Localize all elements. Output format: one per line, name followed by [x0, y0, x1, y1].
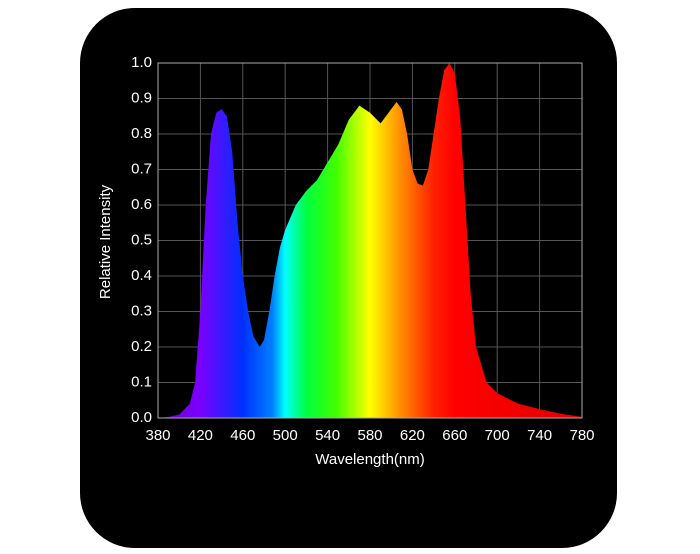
x-tick-label: 500	[273, 427, 298, 444]
y-tick-label: 0.5	[131, 231, 152, 248]
x-tick-label: 420	[188, 427, 213, 444]
x-tick-label: 620	[400, 427, 425, 444]
x-tick-label: 660	[442, 427, 467, 444]
x-tick-label: 380	[145, 427, 170, 444]
x-tick-label: 540	[315, 427, 340, 444]
x-axis-label: Wavelength(nm)	[315, 451, 424, 468]
plot-border	[157, 62, 583, 419]
x-tick-label: 780	[569, 427, 594, 444]
y-tick-label: 1.0	[131, 54, 152, 71]
x-tick-label: 700	[485, 427, 510, 444]
y-tick-label: 0.0	[131, 409, 152, 426]
y-axis-label: Relative Intensity	[97, 184, 114, 299]
y-tick-label: 0.3	[131, 302, 152, 319]
x-tick-label: 740	[527, 427, 552, 444]
y-tick-label: 0.1	[131, 373, 152, 390]
spectrum-area	[158, 63, 582, 418]
y-tick-label: 0.8	[131, 125, 152, 142]
y-tick-label: 0.4	[131, 267, 152, 284]
y-tick-label: 0.2	[131, 338, 152, 355]
y-tick-label: 0.9	[131, 89, 152, 106]
x-tick-label: 460	[230, 427, 255, 444]
x-tick-label: 580	[357, 427, 382, 444]
y-tick-label: 0.7	[131, 160, 152, 177]
y-tick-label: 0.6	[131, 196, 152, 213]
